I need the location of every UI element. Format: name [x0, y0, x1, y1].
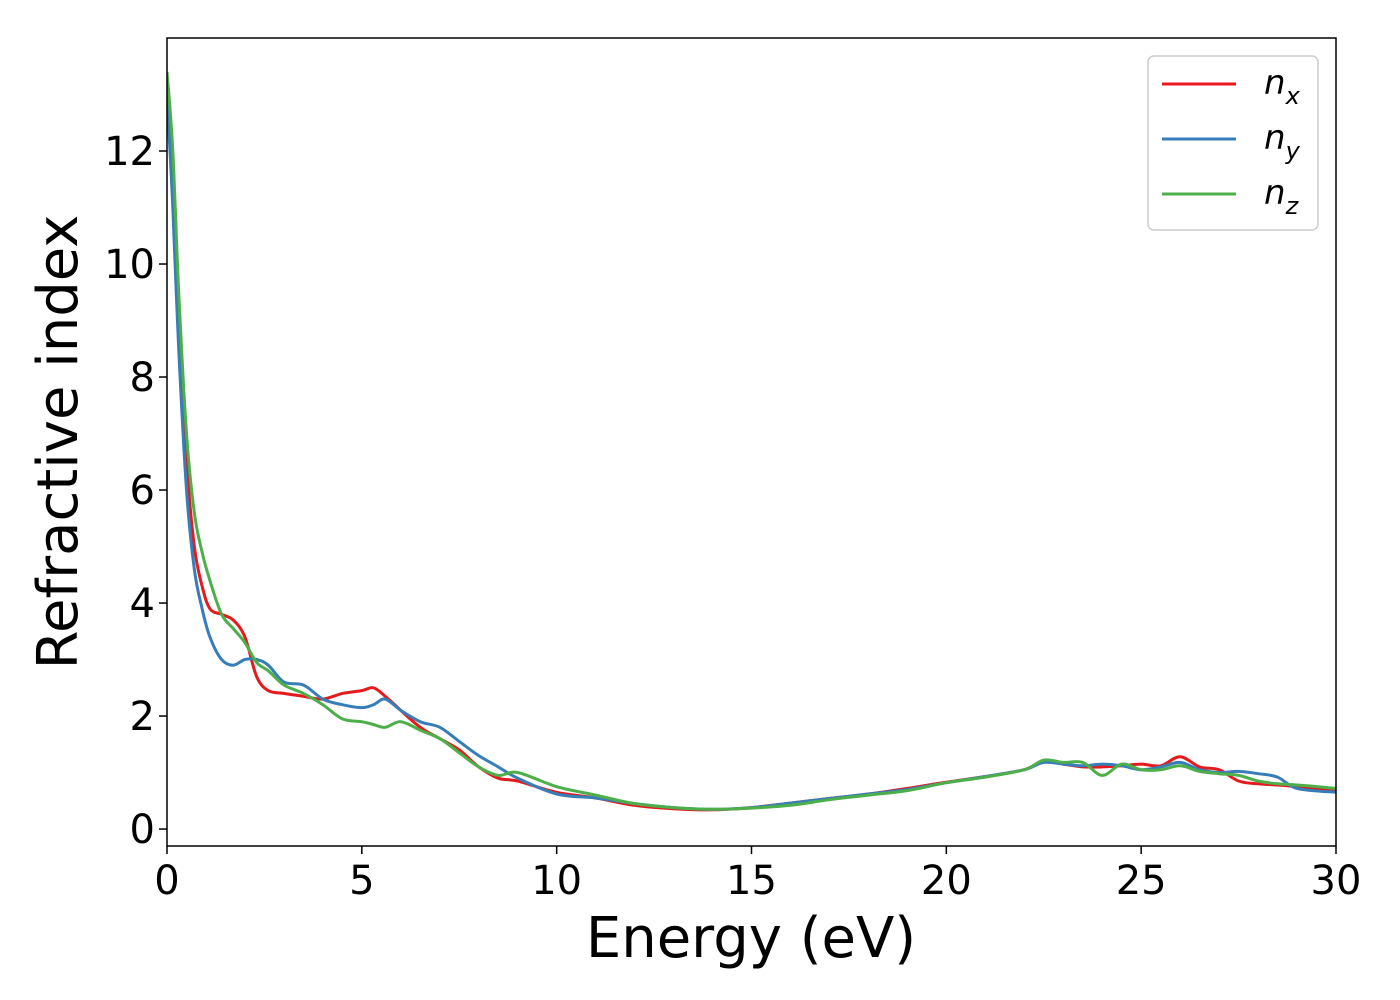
x-tick-label: 10	[531, 858, 582, 904]
y-tick-label: 6	[130, 468, 155, 514]
legend-box	[1147, 55, 1319, 231]
x-tick-label: 0	[154, 858, 179, 904]
series-line-z	[167, 71, 1336, 811]
y-tick-label: 0	[130, 807, 155, 853]
legend-label-z: nz	[1264, 173, 1300, 220]
x-tick-label: 5	[349, 858, 374, 904]
y-tick-label: 8	[130, 355, 155, 401]
x-axis-title: Energy (eV)	[586, 906, 916, 971]
y-tick-label: 12	[104, 129, 155, 175]
ticks-layer: 0 5 10 15 20 25 30 0 2 4 6 8 10 12	[104, 129, 1361, 904]
series-layer	[167, 71, 1336, 812]
series-line-x	[167, 83, 1336, 812]
x-tick-label: 20	[921, 858, 972, 904]
y-tick-label: 2	[130, 694, 155, 740]
legend-label-y: ny	[1264, 118, 1301, 165]
y-axis-title: Refractive index	[26, 215, 91, 670]
legend: nx ny nz	[1147, 55, 1319, 231]
x-tick-label: 15	[726, 858, 777, 904]
y-tick-label: 10	[104, 242, 155, 288]
y-tick-label: 4	[130, 581, 155, 627]
x-tick-label: 30	[1311, 858, 1362, 904]
x-tick-label: 25	[1116, 858, 1167, 904]
legend-label-x: nx	[1264, 63, 1301, 110]
